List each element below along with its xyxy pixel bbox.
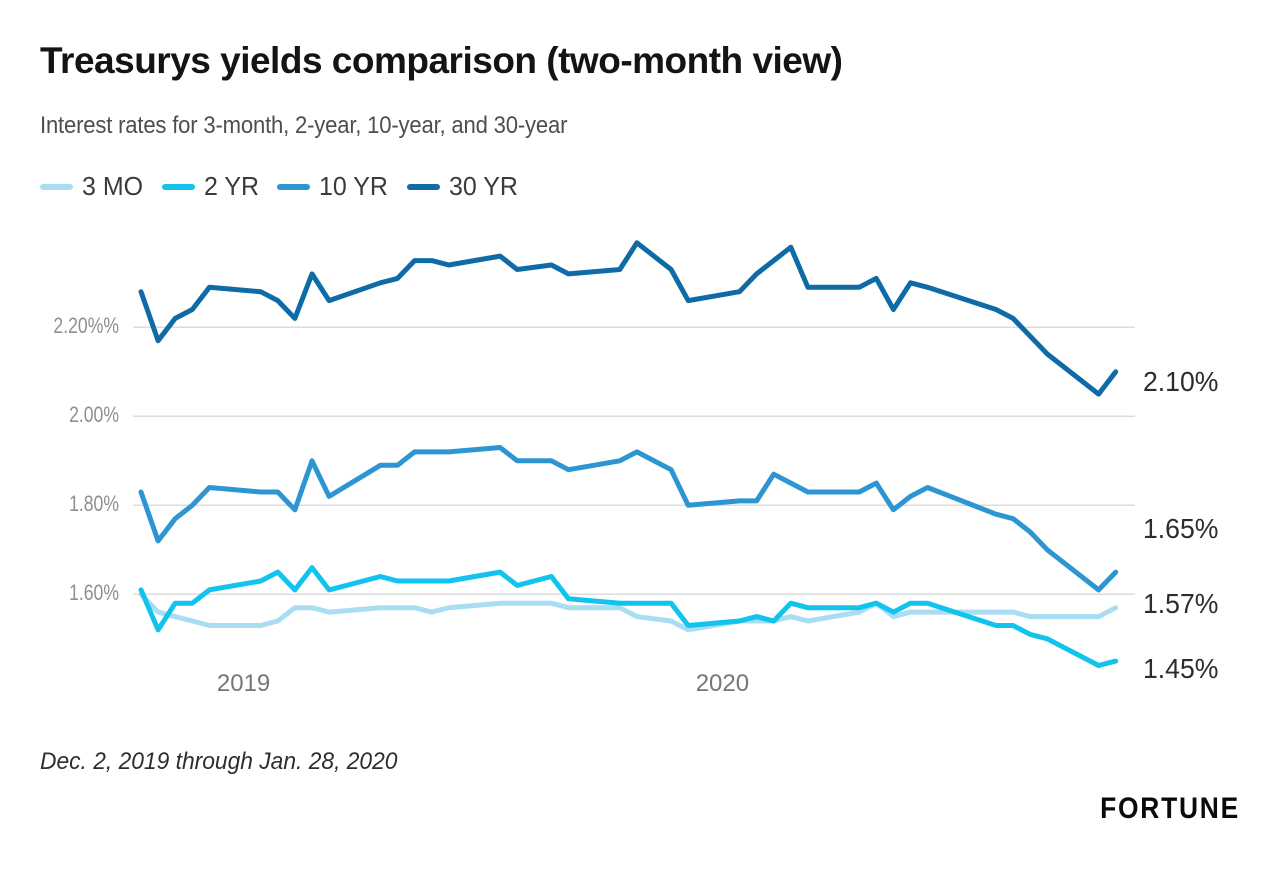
line-2-yr [138, 565, 1119, 668]
legend-item-10-yr: 10 YR [276, 171, 391, 202]
y-tick-label: 2.00% [69, 402, 119, 428]
legend-label: 2 YR [203, 171, 259, 201]
y-tick-label: 2.20%% [53, 313, 119, 339]
legend-swatch-icon [40, 183, 73, 190]
legend-swatch-icon [276, 183, 310, 190]
chart-title: Treasurys yields comparison (two-month v… [40, 40, 843, 81]
legend: 3 MO 2 YR 10 YR 30 YR [40, 171, 521, 202]
line-3-mo [138, 591, 1119, 633]
y-tick-label: 1.80% [69, 491, 119, 517]
legend-item-2-yr: 2 YR [161, 171, 261, 202]
legend-label: 10 YR [318, 171, 388, 201]
date-range-note: Dec. 2, 2019 through Jan. 28, 2020 [40, 748, 398, 775]
legend-item-30-yr: 30 YR [406, 171, 521, 202]
legend-label: 3 MO [82, 171, 144, 201]
fortune-logo: FORTUNE [1100, 792, 1240, 825]
end-label-2-yr: 1.45% [1143, 653, 1219, 685]
end-label-3-mo: 1.57% [1143, 587, 1219, 619]
x-tick-label: 2020 [695, 670, 750, 697]
chart-subtitle: Interest rates for 3-month, 2-year, 10-y… [40, 112, 568, 139]
x-tick-label: 2019 [216, 670, 271, 697]
legend-label: 30 YR [448, 171, 518, 201]
y-tick-label: 1.60% [69, 580, 119, 606]
legend-item-3-mo: 3 MO [40, 171, 146, 202]
line-30-yr [138, 240, 1119, 397]
end-label-30-yr: 2.10% [1143, 365, 1219, 397]
legend-swatch-icon [161, 183, 195, 190]
legend-swatch-icon [406, 183, 440, 190]
end-label-10-yr: 1.65% [1143, 513, 1219, 545]
line-10-yr [138, 445, 1119, 593]
